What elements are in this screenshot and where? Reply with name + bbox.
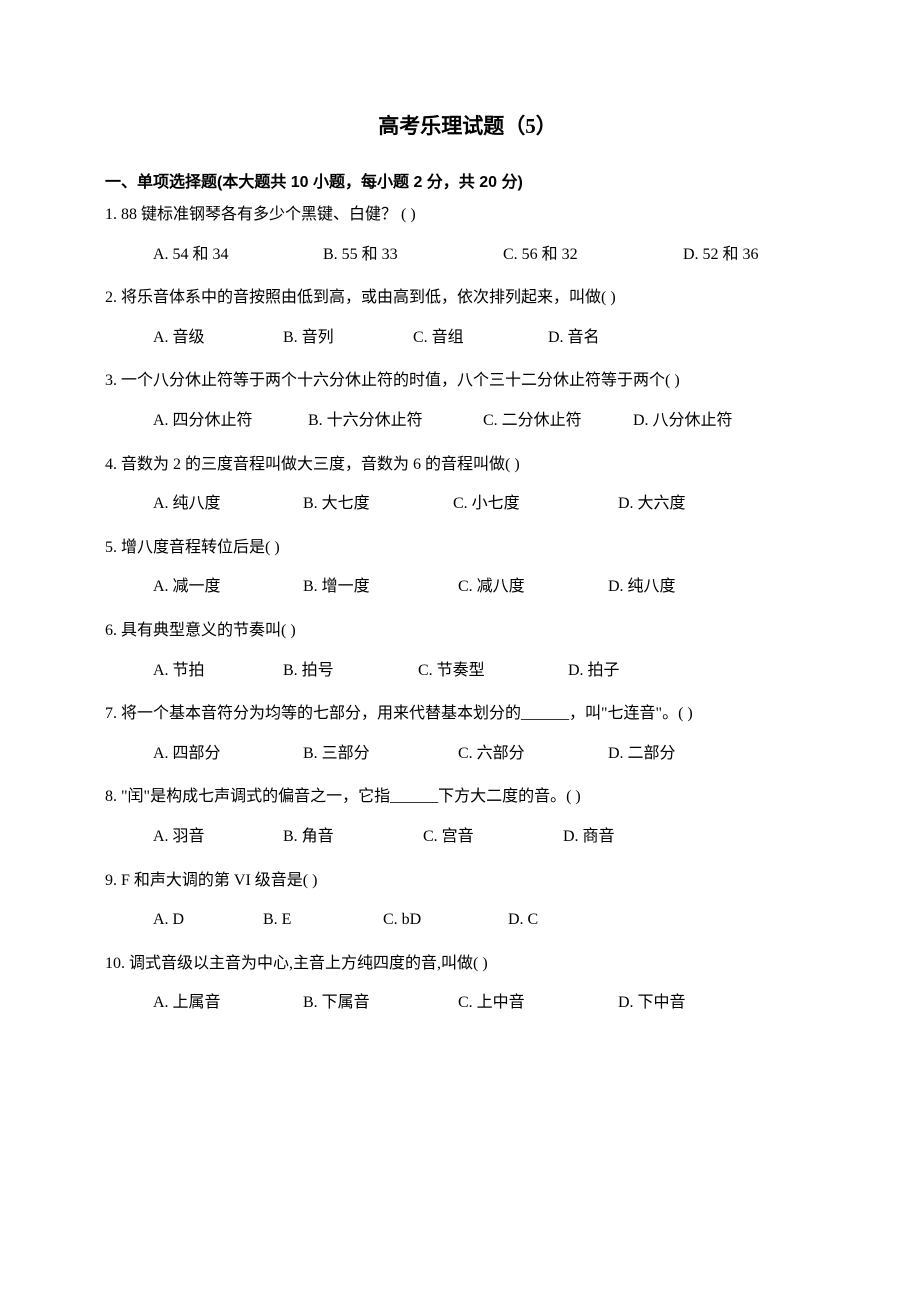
question: 9. F 和声大调的第 VI 级音是( ) A. DB. EC. bDD. C xyxy=(105,868,830,933)
option: C. 节奏型 xyxy=(418,658,568,684)
option: B. 55 和 33 xyxy=(323,242,503,268)
question: 3. 一个八分休止符等于两个十六分休止符的时值，八个三十二分休止符等于两个( )… xyxy=(105,368,830,433)
question-stem: 6. 具有典型意义的节奏叫( ) xyxy=(105,618,830,644)
option: D. 大六度 xyxy=(618,491,738,517)
option: D. 商音 xyxy=(563,824,663,850)
option: D. 52 和 36 xyxy=(683,242,823,268)
option: A. 上属音 xyxy=(153,990,303,1016)
option: B. E xyxy=(263,907,383,933)
option: C. bD xyxy=(383,907,508,933)
question-stem: 7. 将一个基本音符分为均等的七部分，用来代替基本划分的______，叫"七连音… xyxy=(105,701,830,727)
option: A. 减一度 xyxy=(153,574,303,600)
question-stem: 8. "闰"是构成七声调式的偏音之一，它指______下方大二度的音。( ) xyxy=(105,784,830,810)
option: A. 四分休止符 xyxy=(153,408,308,434)
option: C. 56 和 32 xyxy=(503,242,683,268)
question-stem: 4. 音数为 2 的三度音程叫做大三度，音数为 6 的音程叫做( ) xyxy=(105,452,830,478)
question: 6. 具有典型意义的节奏叫( ) A. 节拍B. 拍号C. 节奏型D. 拍子 xyxy=(105,618,830,683)
option: C. 音组 xyxy=(413,325,548,351)
question-options: A. 音级B. 音列C. 音组D. 音名 xyxy=(105,325,830,351)
question-options: A. 54 和 34B. 55 和 33C. 56 和 32D. 52 和 36 xyxy=(105,242,830,268)
option: A. 四部分 xyxy=(153,741,303,767)
question-options: A. 四分休止符B. 十六分休止符C. 二分休止符D. 八分休止符 xyxy=(105,408,830,434)
question-stem: 9. F 和声大调的第 VI 级音是( ) xyxy=(105,868,830,894)
option: C. 上中音 xyxy=(458,990,618,1016)
option: C. 小七度 xyxy=(453,491,618,517)
option: D. 拍子 xyxy=(568,658,668,684)
option: C. 减八度 xyxy=(458,574,608,600)
question-options: A. DB. EC. bDD. C xyxy=(105,907,830,933)
option: D. 八分休止符 xyxy=(633,408,773,434)
question-stem: 10. 调式音级以主音为中心,主音上方纯四度的音,叫做( ) xyxy=(105,951,830,977)
option: C. 二分休止符 xyxy=(483,408,633,434)
page-title: 高考乐理试题（5） xyxy=(105,110,830,140)
exam-page: 高考乐理试题（5） 一、单项选择题(本大题共 10 小题，每小题 2 分，共 2… xyxy=(0,0,920,1302)
option: B. 角音 xyxy=(283,824,423,850)
question-options: A. 纯八度B. 大七度C. 小七度D. 大六度 xyxy=(105,491,830,517)
question-options: A. 四部分B. 三部分C. 六部分D. 二部分 xyxy=(105,741,830,767)
option: B. 大七度 xyxy=(303,491,453,517)
question-options: A. 上属音B. 下属音C. 上中音D. 下中音 xyxy=(105,990,830,1016)
question: 5. 增八度音程转位后是( ) A. 减一度B. 增一度C. 减八度D. 纯八度 xyxy=(105,535,830,600)
option: B. 音列 xyxy=(283,325,413,351)
option: A. D xyxy=(153,907,263,933)
option: D. C xyxy=(508,907,588,933)
option: D. 二部分 xyxy=(608,741,728,767)
option: C. 六部分 xyxy=(458,741,608,767)
option: A. 羽音 xyxy=(153,824,283,850)
option: D. 下中音 xyxy=(618,990,738,1016)
option: A. 音级 xyxy=(153,325,283,351)
option: B. 三部分 xyxy=(303,741,458,767)
option: B. 下属音 xyxy=(303,990,458,1016)
question: 7. 将一个基本音符分为均等的七部分，用来代替基本划分的______，叫"七连音… xyxy=(105,701,830,766)
question-stem: 3. 一个八分休止符等于两个十六分休止符的时值，八个三十二分休止符等于两个( ) xyxy=(105,368,830,394)
question: 8. "闰"是构成七声调式的偏音之一，它指______下方大二度的音。( ) A.… xyxy=(105,784,830,849)
question-stem: 5. 增八度音程转位后是( ) xyxy=(105,535,830,561)
question-stem: 1. 88 键标准钢琴各有多少个黑键、白健？ ( ) xyxy=(105,202,830,228)
question-options: A. 节拍B. 拍号C. 节奏型D. 拍子 xyxy=(105,658,830,684)
question-stem: 2. 将乐音体系中的音按照由低到高，或由高到低，依次排列起来，叫做( ) xyxy=(105,285,830,311)
question-options: A. 羽音B. 角音C. 宫音D. 商音 xyxy=(105,824,830,850)
option: A. 纯八度 xyxy=(153,491,303,517)
question-options: A. 减一度B. 增一度C. 减八度D. 纯八度 xyxy=(105,574,830,600)
questions-container: 1. 88 键标准钢琴各有多少个黑键、白健？ ( ) A. 54 和 34B. 5… xyxy=(105,202,830,1016)
option: B. 增一度 xyxy=(303,574,458,600)
option: B. 十六分休止符 xyxy=(308,408,483,434)
option: B. 拍号 xyxy=(283,658,418,684)
option: C. 宫音 xyxy=(423,824,563,850)
question: 4. 音数为 2 的三度音程叫做大三度，音数为 6 的音程叫做( ) A. 纯八度… xyxy=(105,452,830,517)
section-header: 一、单项选择题(本大题共 10 小题，每小题 2 分，共 20 分) xyxy=(105,168,830,192)
question: 10. 调式音级以主音为中心,主音上方纯四度的音,叫做( ) A. 上属音B. 下… xyxy=(105,951,830,1016)
question: 1. 88 键标准钢琴各有多少个黑键、白健？ ( ) A. 54 和 34B. 5… xyxy=(105,202,830,267)
question: 2. 将乐音体系中的音按照由低到高，或由高到低，依次排列起来，叫做( ) A. 音… xyxy=(105,285,830,350)
option: A. 54 和 34 xyxy=(153,242,323,268)
option: A. 节拍 xyxy=(153,658,283,684)
option: D. 音名 xyxy=(548,325,648,351)
option: D. 纯八度 xyxy=(608,574,728,600)
